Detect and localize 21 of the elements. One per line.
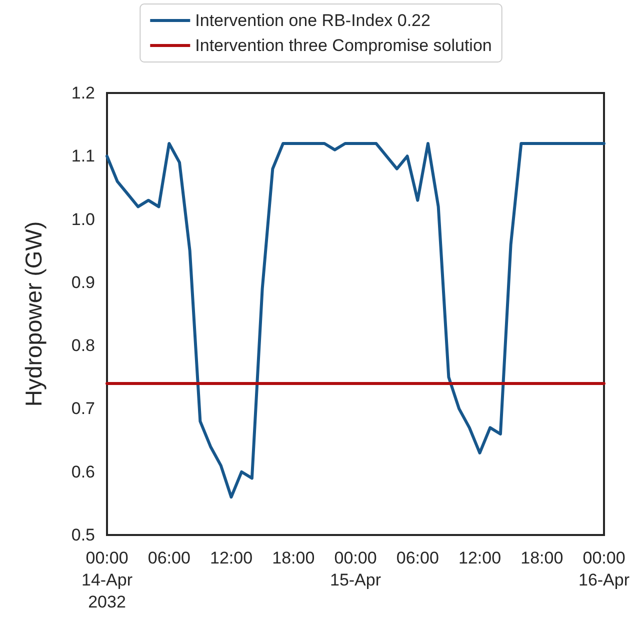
x-tick-label: 06:00 [148,548,190,568]
legend-label: Intervention three Compromise solution [195,36,492,55]
x-tick-label: 00:00 15-Apr [330,548,382,590]
y-tick-label: 0.7 [71,399,95,418]
x-tick-label: 18:00 [272,548,315,568]
y-axis-title: Hydropower (GW) [20,221,46,407]
x-tick-label: 12:00 [210,548,253,568]
x-tick-label: 06:00 [396,548,439,568]
x-tick-label: 12:00 [458,548,502,568]
y-tick-label: 0.9 [71,272,95,292]
legend-label: Intervention one RB-Index 0.22 [195,11,430,30]
x-tick-label: 00:00 14-Apr 2032 [81,548,133,612]
y-tick-label: 1.1 [71,146,95,166]
y-tick-label: 1.2 [71,84,95,102]
x-tick-label: 00:00 16-Apr [578,548,630,590]
y-tick-label: 0.6 [71,462,95,482]
line-series [106,142,606,499]
y-tick-label: 1.0 [71,210,95,229]
x-tick-label: 18:00 [520,548,564,568]
y-tick-label: 0.8 [71,336,95,356]
y-tick-label: 0.5 [71,526,95,544]
